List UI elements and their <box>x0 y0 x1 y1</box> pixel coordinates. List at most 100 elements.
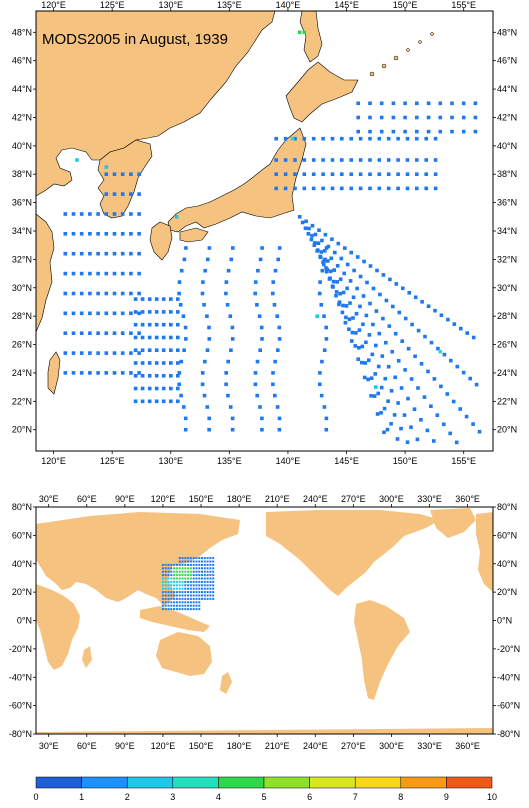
observation-point <box>178 557 181 560</box>
observation-point <box>167 577 170 580</box>
observation-point <box>184 570 187 573</box>
bottom-lat-tick-label: 80°N <box>12 502 32 512</box>
observation-point <box>361 322 365 327</box>
observation-point <box>273 359 277 364</box>
observation-point <box>324 246 329 250</box>
observation-point <box>375 268 379 273</box>
observation-point <box>355 255 360 259</box>
observation-point <box>147 374 152 378</box>
observation-point <box>209 570 212 573</box>
observation-point <box>88 371 92 375</box>
observation-point <box>353 344 358 348</box>
observation-point <box>170 570 173 573</box>
observation-point <box>120 172 125 176</box>
observation-point <box>164 580 167 583</box>
observation-point <box>212 557 215 560</box>
observation-point <box>181 591 184 594</box>
observation-point <box>212 570 215 573</box>
observation-point <box>368 136 372 141</box>
observation-point <box>129 331 133 335</box>
observation-point <box>161 604 164 607</box>
observation-point <box>274 172 278 176</box>
observation-point <box>340 186 344 191</box>
bottom-lat-tick-label: 40°N <box>497 559 517 569</box>
observation-point <box>184 337 188 341</box>
observation-point <box>198 584 201 587</box>
observation-point <box>315 314 319 318</box>
observation-point <box>133 297 138 301</box>
observation-point <box>274 158 278 162</box>
observation-point <box>187 584 190 587</box>
observation-point <box>181 597 184 600</box>
observation-point <box>63 331 68 335</box>
observation-point <box>200 371 205 375</box>
observation-point <box>396 186 400 191</box>
observation-point <box>391 304 395 309</box>
observation-point <box>192 591 195 594</box>
observation-point <box>433 172 438 176</box>
top-lon-tick-label: 145°E <box>334 456 359 466</box>
observation-point <box>71 271 76 276</box>
observation-point <box>209 557 212 560</box>
observation-point <box>182 348 186 352</box>
observation-point <box>283 186 288 191</box>
observation-point <box>129 232 133 236</box>
top-lat-tick-label: 26°N <box>12 340 32 350</box>
observation-point <box>169 322 173 327</box>
observation-point <box>174 215 179 219</box>
observation-point <box>225 303 230 307</box>
observation-point <box>387 324 392 328</box>
observation-point <box>195 604 198 607</box>
observation-point <box>120 251 125 256</box>
observation-point <box>189 608 192 611</box>
observation-point <box>167 604 170 607</box>
observation-point <box>357 346 361 350</box>
observation-point <box>175 577 178 580</box>
observation-point <box>203 587 206 590</box>
bottom-lat-tick-label: 80°N <box>497 502 517 512</box>
observation-point <box>181 604 184 607</box>
observation-point <box>201 594 203 597</box>
observation-point <box>178 597 181 600</box>
observation-point <box>313 232 318 237</box>
observation-point <box>88 311 92 316</box>
observation-point <box>201 591 203 594</box>
observation-point <box>203 591 206 594</box>
top-lon-tick-label: 135°E <box>217 456 242 466</box>
observation-point <box>178 591 181 594</box>
top-lat-tick-label: 38°N <box>497 169 517 179</box>
observation-point <box>173 574 176 577</box>
top-lat-tick-label: 28°N <box>497 311 517 321</box>
observation-point <box>351 316 355 320</box>
observation-point <box>187 567 190 570</box>
bottom-lat-tick-label: -80°N <box>497 729 520 739</box>
observation-point <box>207 325 211 330</box>
observation-point <box>175 584 178 587</box>
observation-point <box>309 237 314 242</box>
observation-point <box>318 382 322 387</box>
observation-point <box>396 359 401 363</box>
observation-point <box>192 597 195 600</box>
observation-point <box>170 594 173 597</box>
observation-point <box>201 584 203 587</box>
observation-point <box>203 268 207 273</box>
observation-point <box>147 399 152 404</box>
observation-point <box>396 401 400 405</box>
observation-point <box>96 212 100 216</box>
observation-point <box>63 351 68 355</box>
observation-point <box>424 172 428 176</box>
observation-point <box>170 584 173 587</box>
observation-point <box>187 587 190 590</box>
observation-point <box>104 271 109 276</box>
observation-point <box>273 393 277 398</box>
top-lat-tick-label: 28°N <box>12 311 32 321</box>
observation-point <box>189 594 192 597</box>
observation-point <box>209 577 212 580</box>
observation-point <box>393 375 397 380</box>
observation-point <box>274 136 278 141</box>
observation-point <box>473 101 478 106</box>
observation-point <box>161 597 164 600</box>
observation-point <box>321 260 325 264</box>
observation-point <box>167 563 170 566</box>
observation-point <box>198 587 201 590</box>
